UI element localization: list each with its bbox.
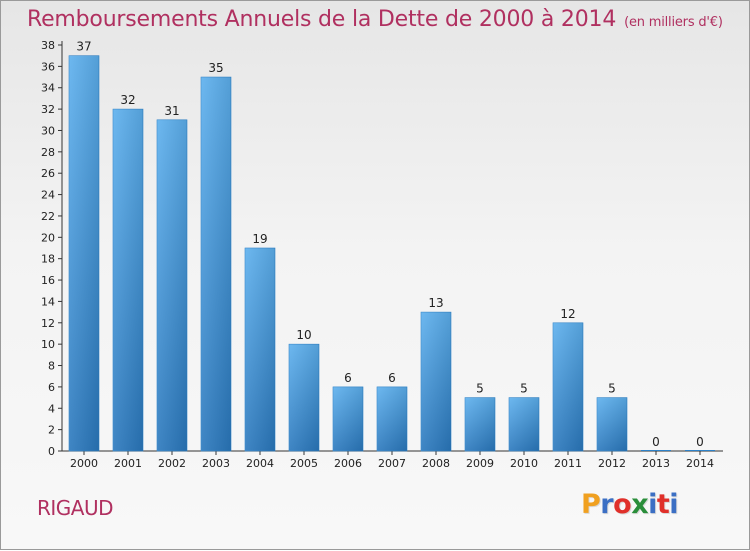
value-label-2012: 5 xyxy=(608,382,616,396)
chart-subtitle: (en milliers d'€) xyxy=(624,15,723,30)
x-tick-label: 2009 xyxy=(466,457,494,470)
bar-shade-2006 xyxy=(333,386,363,451)
x-tick-label: 2003 xyxy=(202,457,230,470)
logo-letter: i xyxy=(669,489,679,520)
x-tick-label: 2010 xyxy=(510,457,538,470)
chart-title: Remboursements Annuels de la Dette de 20… xyxy=(27,7,723,32)
bar-2013 xyxy=(641,450,671,451)
value-label-2005: 10 xyxy=(296,328,311,342)
value-label-2006: 6 xyxy=(344,371,352,385)
x-tick-label: 2002 xyxy=(158,457,186,470)
value-label-2008: 13 xyxy=(428,296,443,310)
y-tick-label: 12 xyxy=(41,317,55,330)
y-tick-label: 32 xyxy=(41,103,55,116)
x-tick-label: 2007 xyxy=(378,457,406,470)
bar-shade-2000 xyxy=(69,55,99,452)
y-tick-label: 34 xyxy=(41,82,55,95)
logo-letter: P xyxy=(581,489,601,520)
logo-letter: o xyxy=(613,489,632,520)
x-axis: 2000 2001 2002 2003 2004 2005 2006 2007 2008 2009… xyxy=(62,450,723,470)
value-labels: 37 32 31 35 19 10 6 6 13 5 5 12 5 0 0 xyxy=(76,40,703,449)
value-label-2001: 32 xyxy=(120,93,135,107)
y-tick-label: 26 xyxy=(41,167,55,180)
value-label-2007: 6 xyxy=(388,371,396,385)
x-tick-label: 2005 xyxy=(290,457,318,470)
y-tick-label: 14 xyxy=(41,295,55,308)
y-tick-label: 24 xyxy=(41,189,55,202)
logo-letter: t xyxy=(656,489,670,520)
x-tick-label: 2006 xyxy=(334,457,362,470)
value-label-2003: 35 xyxy=(208,61,223,75)
bar-shade-2004 xyxy=(245,248,275,451)
x-tick-label: 2012 xyxy=(598,457,626,470)
y-tick-label: 2 xyxy=(48,424,55,437)
bar-shade-2012 xyxy=(597,397,627,451)
value-label-2013: 0 xyxy=(652,435,660,449)
value-label-2004: 19 xyxy=(252,232,267,246)
x-tick-label: 2011 xyxy=(554,457,582,470)
x-tick-label: 2004 xyxy=(246,457,274,470)
bar-shade-2009 xyxy=(465,397,495,451)
x-tick-label: 2000 xyxy=(70,457,98,470)
y-tick-label: 28 xyxy=(41,146,55,159)
y-tick-label: 18 xyxy=(41,253,55,266)
bar-2014 xyxy=(685,450,715,451)
value-label-2010: 5 xyxy=(520,382,528,396)
bar-shade-2002 xyxy=(157,119,187,451)
value-label-2002: 31 xyxy=(164,104,179,118)
y-tick-label: 30 xyxy=(41,124,55,137)
y-tick-label: 22 xyxy=(41,210,55,223)
y-tick-label: 6 xyxy=(48,381,55,394)
x-tick-label: 2014 xyxy=(686,457,714,470)
chart-title-text: Remboursements Annuels de la Dette de 20… xyxy=(27,7,617,32)
value-label-2014: 0 xyxy=(696,435,704,449)
y-tick-label: 10 xyxy=(41,338,55,351)
bar-shade-2010 xyxy=(509,397,539,451)
value-label-2000: 37 xyxy=(76,40,91,54)
bar-shade-2001 xyxy=(113,109,143,452)
x-tick-label: 2013 xyxy=(642,457,670,470)
commune-name: RIGAUD xyxy=(37,496,114,520)
proxiti-logo: Proxiti xyxy=(581,489,679,520)
bar-shade-2005 xyxy=(289,344,319,451)
bars xyxy=(68,55,715,452)
x-tick-label: 2008 xyxy=(422,457,450,470)
y-tick-label: 20 xyxy=(41,231,55,244)
bar-shade-2011 xyxy=(553,322,583,451)
value-label-2011: 12 xyxy=(560,307,575,321)
bar-shade-2007 xyxy=(377,386,407,451)
y-tick-label: 0 xyxy=(48,445,55,458)
logo-letter: x xyxy=(631,489,649,520)
logo-letter: i xyxy=(648,489,657,520)
x-tick-label: 2001 xyxy=(114,457,142,470)
y-tick-label: 8 xyxy=(48,360,55,373)
bar-shade-2008 xyxy=(421,312,451,451)
logo-letter: r xyxy=(600,489,614,520)
y-tick-label: 16 xyxy=(41,274,55,287)
y-tick-label: 36 xyxy=(41,60,55,73)
y-tick-label: 4 xyxy=(48,402,55,415)
bar-shade-2003 xyxy=(201,77,231,451)
y-tick-label: 38 xyxy=(41,39,55,52)
value-label-2009: 5 xyxy=(476,382,484,396)
